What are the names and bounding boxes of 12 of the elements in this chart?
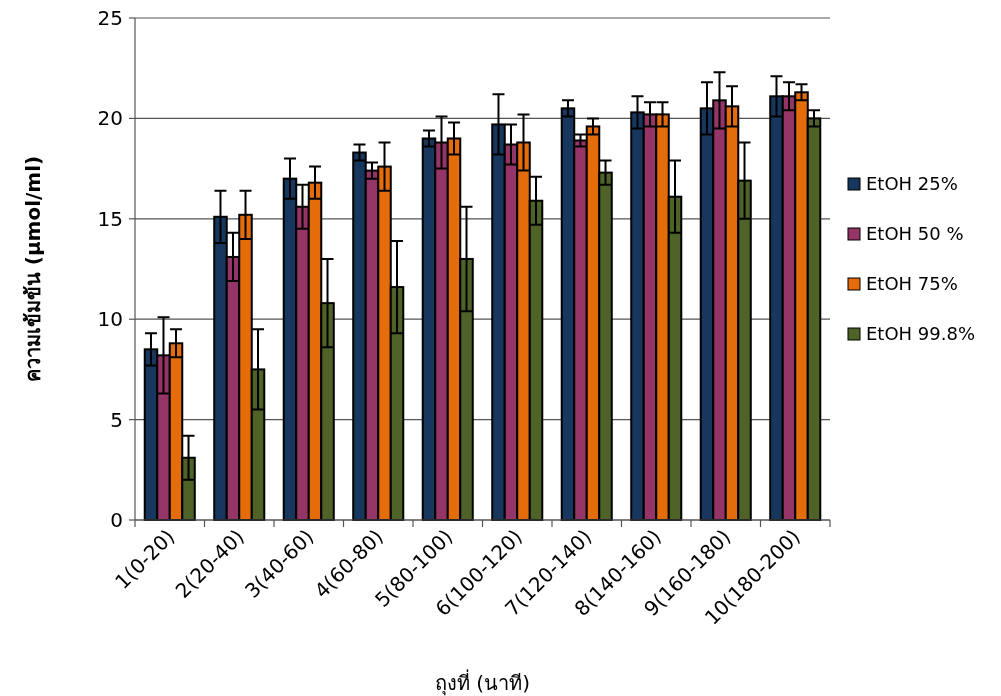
legend-label: EtOH 75% bbox=[866, 273, 958, 294]
y-axis-title: ความเข้มข้น (µmol/ml) bbox=[21, 155, 45, 383]
legend-label: EtOH 25% bbox=[866, 173, 958, 194]
y-tick-label: 5 bbox=[110, 407, 123, 432]
legend-label: EtOH 99.8% bbox=[866, 323, 976, 344]
x-axis-title: ถุงที่ (นาที) bbox=[435, 669, 530, 696]
y-tick-label: 0 bbox=[110, 508, 123, 532]
y-tick-label: 25 bbox=[97, 6, 123, 30]
legend-label: EtOH 50 % bbox=[866, 223, 964, 244]
y-tick-label: 15 bbox=[97, 206, 123, 231]
y-tick-label: 20 bbox=[97, 106, 123, 131]
y-tick-label: 10 bbox=[97, 307, 123, 332]
